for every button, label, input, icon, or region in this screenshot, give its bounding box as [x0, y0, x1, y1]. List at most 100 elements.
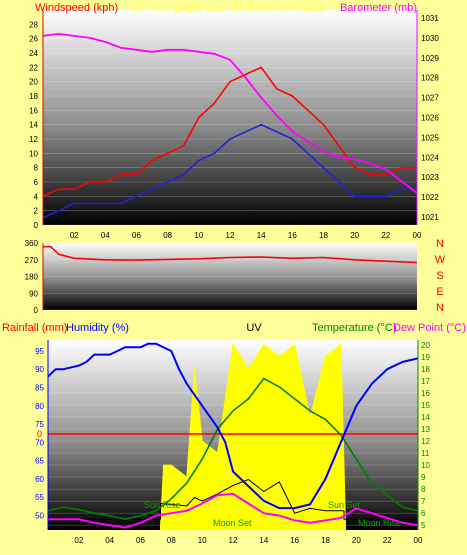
hour-tick-label: 04 [105, 536, 114, 545]
dew-point-axis-label: Dew Point (°C) [393, 322, 466, 334]
windspeed-tick-label: 12 [29, 135, 38, 144]
plot1-gridlines [43, 24, 417, 226]
temperature-tick-label: 7 [421, 497, 426, 506]
hour-tick-label: 08 [167, 536, 176, 545]
hour-tick-label: 08 [163, 231, 172, 240]
rain-zero-label: 0 [37, 429, 42, 439]
direction-tick-label: 360 [25, 239, 39, 248]
rainfall-axis-label: Rainfall (mm) [2, 322, 67, 334]
sunrise-label: Sun Rise [144, 500, 181, 510]
temperature-tick-label: 20 [421, 341, 430, 350]
temperature-tick-label: 8 [421, 485, 426, 494]
barometer-tick-label: 1028 [421, 74, 439, 83]
humidity-tick-label: 70 [35, 438, 44, 447]
wind-average-line [43, 123, 417, 219]
humidity-tick-label: 95 [35, 347, 44, 356]
windspeed-tick-label: 0 [34, 221, 39, 230]
temperature-tick-label: 9 [421, 473, 426, 482]
windspeed-tick-label: 2 [34, 207, 39, 216]
hour-tick-label: 18 [321, 536, 330, 545]
sunset-label: Sun Set [328, 500, 361, 510]
barometer-tick-label: 1029 [421, 54, 439, 63]
temperature-line [48, 377, 418, 521]
temperature-tick-label: 11 [421, 449, 430, 458]
hour-tick-label: 16 [290, 536, 299, 545]
temperature-axis-label: Temperature (°C) [312, 322, 396, 334]
barometer-tick-label: 1027 [421, 94, 439, 103]
hour-tick-label: 06 [136, 536, 145, 545]
plot2-background [43, 243, 417, 310]
temperature-tick-label: 17 [421, 377, 430, 386]
barometer-tick-label: 1021 [421, 213, 439, 222]
windspeed-tick-label: 26 [29, 35, 38, 44]
temp-humidity-uv-chart: Rainfall (mm) Humidity (%) UV Temperatur… [2, 322, 466, 545]
direction-tick-label: 270 [25, 256, 39, 265]
hour-tick-label: 02 [70, 231, 79, 240]
humidity-tick-label: 85 [35, 384, 44, 393]
hour-tick-label: 00 [414, 536, 423, 545]
windspeed-tick-label: 8 [34, 164, 39, 173]
hour-tick-label: 14 [257, 231, 266, 240]
temperature-tick-label: 6 [421, 509, 426, 518]
compass-label: S [436, 270, 443, 282]
temperature-tick-label: 5 [421, 521, 426, 530]
temperature-tick-label: 13 [421, 425, 430, 434]
barometer-tick-label: 1031 [421, 14, 439, 23]
windspeed-tick-label: 16 [29, 106, 38, 115]
hour-tick-label: 00 [413, 231, 422, 240]
hour-tick-label: 18 [319, 231, 328, 240]
hour-tick-label: 10 [194, 231, 203, 240]
windspeed-axis-label: Windspeed (kph) [35, 2, 118, 14]
windspeed-tick-label: 14 [29, 121, 38, 130]
barometer-tick-label: 1025 [421, 133, 439, 142]
humidity-tick-label: 75 [35, 420, 44, 429]
windspeed-tick-label: 6 [34, 178, 39, 187]
temperature-tick-label: 15 [421, 401, 430, 410]
hour-tick-label: 14 [259, 536, 268, 545]
uv-area [160, 343, 346, 530]
uv-axis-label: UV [246, 322, 262, 334]
compass-label: N [436, 302, 444, 314]
chart-title: 24 hour graph date: 28 December 2011 [133, 2, 325, 14]
barometer-tick-label: 1022 [421, 193, 439, 202]
windspeed-tick-label: 28 [29, 20, 38, 29]
hour-tick-label: 20 [350, 231, 359, 240]
hour-tick-label: 04 [101, 231, 110, 240]
windspeed-tick-label: 22 [29, 63, 38, 72]
direction-tick-label: 180 [25, 273, 39, 282]
compass-label: N [436, 238, 444, 250]
humidity-tick-label: 60 [35, 475, 44, 484]
dew-point-line [48, 492, 418, 529]
temperature-tick-label: 10 [421, 461, 430, 470]
wind-direction-line [43, 245, 417, 264]
hour-tick-label: 06 [132, 231, 141, 240]
windspeed-tick-label: 10 [29, 149, 38, 158]
direction-tick-label: 90 [29, 289, 38, 298]
humidity-tick-label: 50 [35, 511, 44, 520]
humidity-tick-label: 90 [35, 365, 44, 374]
plot1-background [43, 10, 417, 225]
hour-tick-label: 12 [226, 231, 235, 240]
humidity-axis-label: Humidity (%) [66, 322, 129, 334]
temperature-tick-label: 14 [421, 413, 430, 422]
humidity-tick-label: 65 [35, 457, 44, 466]
windspeed-line [43, 66, 417, 198]
hour-tick-label: 10 [198, 536, 207, 545]
hour-tick-label: 22 [381, 231, 390, 240]
temperature-tick-label: 16 [421, 389, 430, 398]
hour-tick-label: 02 [74, 536, 83, 545]
moonset-label: Moon Set [213, 518, 252, 528]
windspeed-tick-label: 20 [29, 78, 38, 87]
temperature-tick-label: 12 [421, 437, 430, 446]
direction-tick-label: 0 [34, 306, 39, 315]
hour-tick-label: 12 [229, 536, 238, 545]
windspeed-tick-label: 24 [29, 49, 38, 58]
windspeed-tick-label: 4 [34, 192, 39, 201]
humidity-tick-label: 80 [35, 402, 44, 411]
humidity-tick-label: 55 [35, 493, 44, 502]
moonrise-label: Moon Rise [358, 518, 401, 528]
temperature-tick-label: 19 [421, 353, 430, 362]
compass-label: W [435, 254, 446, 266]
